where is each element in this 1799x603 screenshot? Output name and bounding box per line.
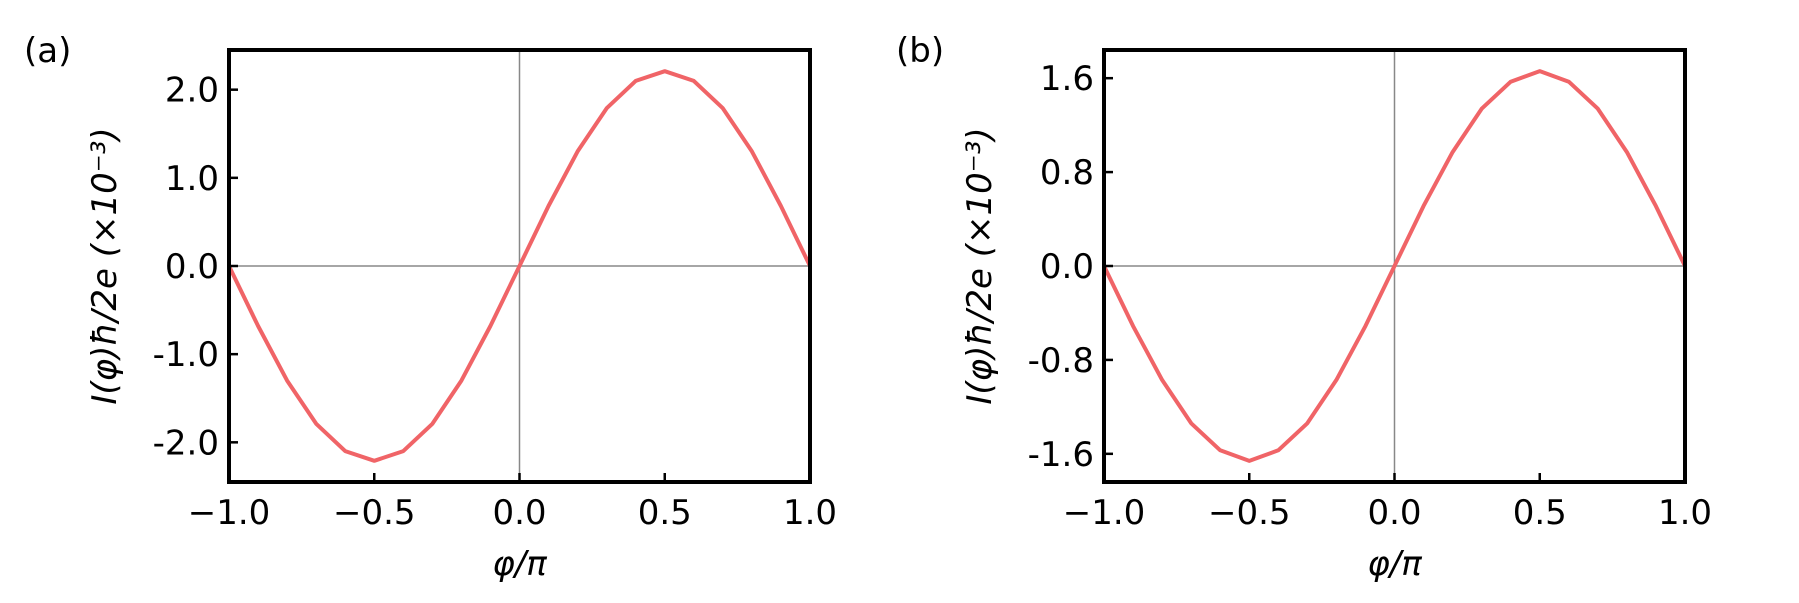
chart-panel-a: −1.0 −0.5 0.0 0.5 1.0 2.0 1.0 0.0 -1.0 -2.0 (a) φ/π… (24, 31, 837, 584)
y-tick-label: -0.8 (1028, 341, 1094, 381)
y-tick-label: 0.0 (165, 247, 219, 287)
x-tick-label: 0.0 (1367, 493, 1421, 533)
x-tick-label: −0.5 (1208, 493, 1291, 533)
x-tick-label: 0.5 (638, 493, 692, 533)
x-axis-label: φ/π (492, 544, 547, 584)
series-line (1102, 69, 1687, 463)
y-axis-label: I(φ)ħ/2e (×10⁻³) (960, 127, 1000, 404)
x-tick-label: −1.0 (188, 493, 271, 533)
y-tick-label: -2.0 (153, 423, 219, 463)
x-tick-label: 0.0 (492, 493, 546, 533)
x-axis-label: φ/π (1367, 544, 1422, 584)
chart-panel-b: −1.0 −0.5 0.0 0.5 1.0 1.6 0.8 0.0 -0.8 -1.6 (b) φ/π… (896, 31, 1712, 584)
x-tick-label: −0.5 (333, 493, 416, 533)
x-tick-label: 1.0 (783, 493, 837, 533)
x-tick-label: 0.5 (1513, 493, 1567, 533)
panel-label: (b) (896, 31, 944, 71)
y-tick-label: 1.0 (165, 159, 219, 199)
y-tick-label: 2.0 (165, 71, 219, 111)
y-axis-label: I(φ)ħ/2e (×10⁻³) (85, 127, 125, 404)
x-tick-label: 1.0 (1658, 493, 1712, 533)
y-tick-label: 0.8 (1040, 153, 1094, 193)
x-tick-label: −1.0 (1063, 493, 1146, 533)
y-tick-label: 1.6 (1040, 59, 1094, 99)
y-tick-label: -1.6 (1028, 435, 1094, 475)
y-tick-label: -1.0 (153, 335, 219, 375)
panel-label: (a) (24, 31, 71, 71)
series-line (227, 69, 812, 463)
y-tick-label: 0.0 (1040, 247, 1094, 287)
